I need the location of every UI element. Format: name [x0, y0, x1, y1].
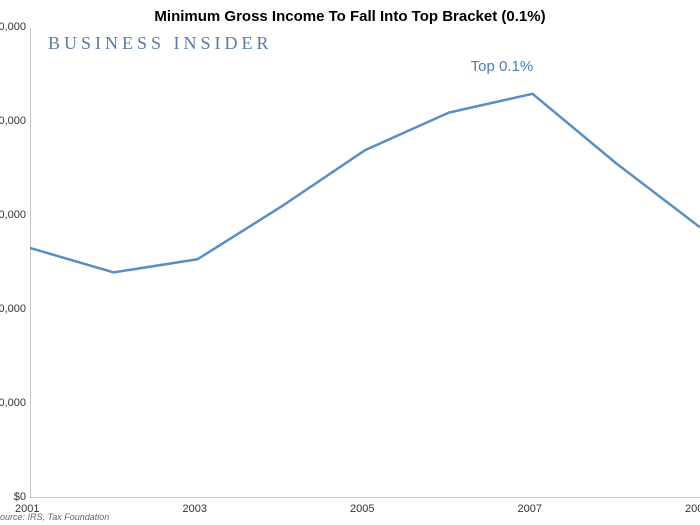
x-tick-label: 2005 [350, 503, 374, 515]
y-tick-label: ,500,000 [0, 209, 26, 221]
chart-title: Minimum Gross Income To Fall Into Top Br… [0, 8, 700, 25]
chart-container: Minimum Gross Income To Fall Into Top Br… [0, 0, 700, 525]
y-tick-label: $500,000 [0, 397, 26, 409]
y-tick-label: ,500,000 [0, 21, 26, 33]
series-label: Top 0.1% [471, 58, 534, 75]
x-tick-label: 2009 [685, 503, 700, 515]
chart-svg [30, 28, 700, 498]
x-tick-label: 2001 [15, 503, 39, 515]
y-tick-label: ,000,000 [0, 303, 26, 315]
y-tick-label: ,000,000 [0, 115, 26, 127]
y-tick-label: $0 [14, 491, 26, 503]
plot-area [30, 28, 700, 498]
x-tick-label: 2003 [183, 503, 207, 515]
x-tick-label: 2007 [518, 503, 542, 515]
